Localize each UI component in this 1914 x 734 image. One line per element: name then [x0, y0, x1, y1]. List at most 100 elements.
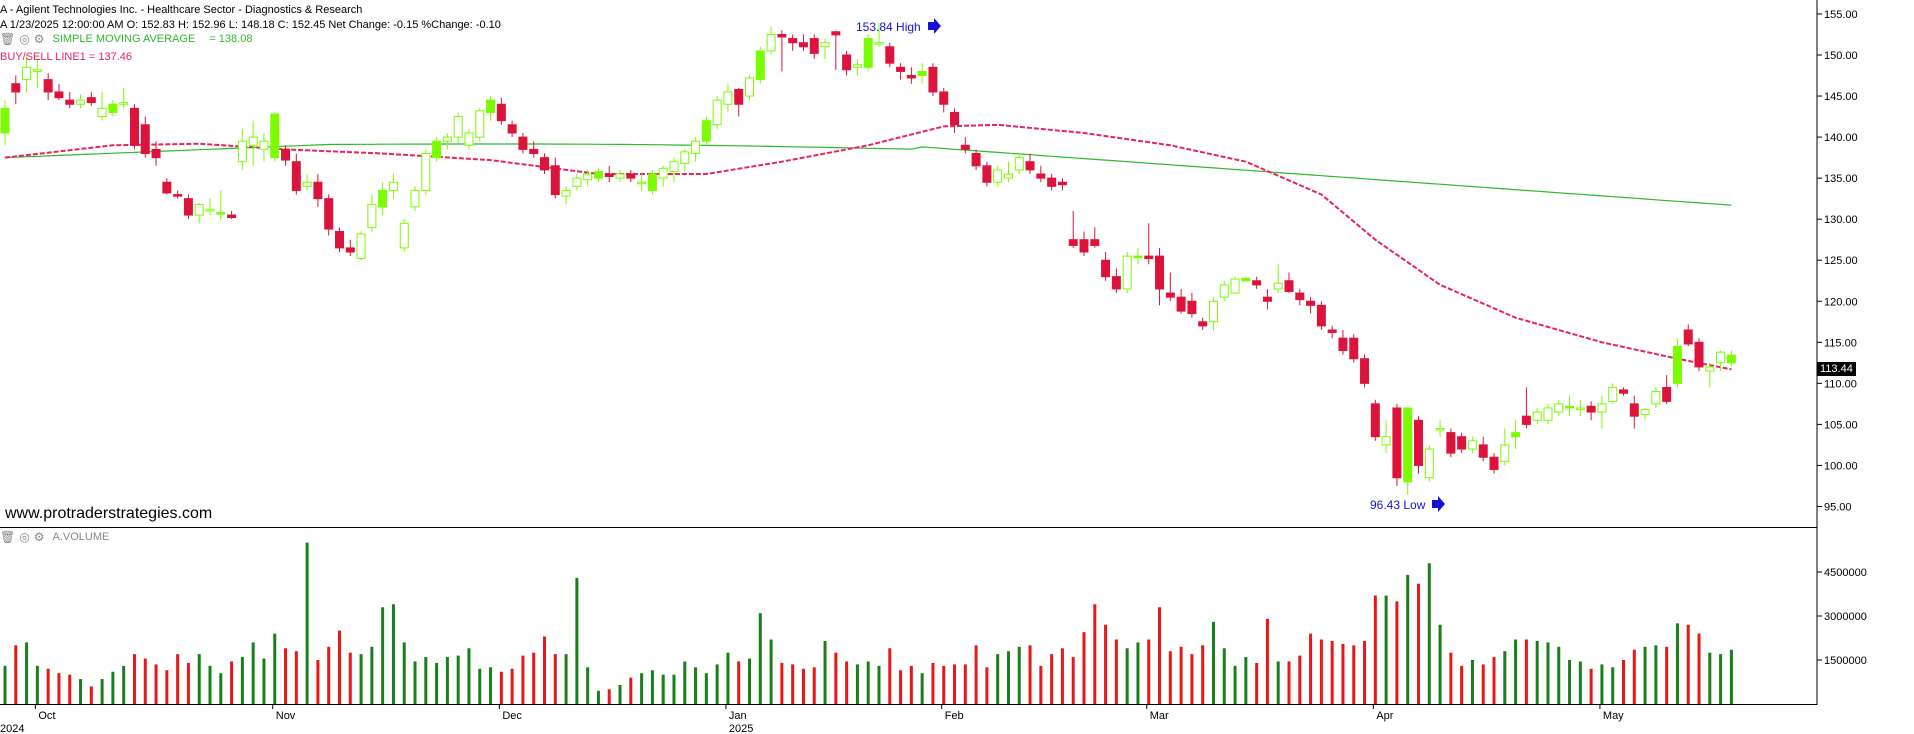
sma-legend-row: 🗑︎ ◎ ⚙ SIMPLE MOVING AVERAGE = 138.08: [0, 33, 252, 45]
candle-body: [183, 198, 193, 216]
candle-body: [1554, 403, 1564, 413]
candle-body: [453, 116, 463, 138]
candle-body: [270, 113, 280, 159]
candle-body: [658, 167, 668, 179]
candle-body: [345, 247, 355, 253]
candle-body: [1316, 304, 1326, 327]
buysell-legend: BUY/SELL LINE1 = 137.46: [0, 51, 132, 63]
candle-body: [982, 165, 992, 183]
candle-body: [237, 140, 247, 163]
candle-body: [669, 161, 679, 173]
ohlc-readout: A 1/23/2025 12:00:00 AM O: 152.83 H: 152…: [0, 19, 501, 31]
volume-legend-label: A.VOLUME: [52, 531, 110, 543]
candle-body: [421, 153, 431, 191]
candle-body: [518, 136, 528, 150]
candle-body: [647, 173, 657, 191]
hide-eye-icon[interactable]: ◎: [19, 32, 30, 46]
candle-body: [216, 212, 226, 215]
candle-body: [1662, 386, 1672, 402]
candle-body: [1575, 407, 1585, 411]
candle-body: [1338, 337, 1348, 352]
candle-body: [852, 64, 862, 68]
chart-title: A - Agilent Technologies Inc. - Healthca…: [0, 4, 363, 16]
price-tick-label: 120.00: [1824, 296, 1858, 308]
candle-body: [227, 214, 237, 219]
time-tick-label: Jan: [729, 710, 747, 722]
time-axis-ticks: Oct Nov Dec Jan Feb Mar Apr May 2024 2025: [0, 704, 1624, 734]
candle-body: [1327, 329, 1337, 333]
candle-body: [442, 136, 452, 142]
settings-gear-icon[interactable]: ⚙: [33, 32, 45, 46]
candle-body: [615, 173, 625, 179]
hide-eye-icon[interactable]: ◎: [19, 530, 30, 544]
candle-body: [540, 157, 549, 171]
sma-line-group: [4, 143, 1732, 206]
trash-icon[interactable]: 🗑︎: [0, 530, 16, 544]
volume-axis-ticks: 1500000 3000000 4500000: [1817, 567, 1867, 667]
candle-body: [701, 120, 711, 142]
candle-body: [745, 77, 755, 97]
candle-body: [863, 38, 873, 68]
candle-body: [1392, 407, 1402, 479]
price-tick-label: 105.00: [1824, 419, 1858, 431]
candle-body: [1047, 177, 1057, 187]
candle-body: [896, 66, 906, 72]
candle-body: [334, 230, 344, 249]
candle-body: [1273, 282, 1283, 290]
candle-body: [367, 203, 377, 228]
candle-body: [1144, 255, 1154, 260]
candle-body: [475, 110, 485, 138]
candle-body: [0, 107, 10, 134]
time-tick-label: Dec: [502, 710, 522, 722]
candlesticks: [0, 23, 1736, 495]
candle-body: [1511, 432, 1521, 438]
candle-body: [593, 171, 603, 179]
candle-body: [399, 222, 409, 249]
candle-body: [1619, 389, 1628, 394]
candle-body: [604, 173, 614, 177]
candle-body: [65, 99, 75, 105]
candle-body: [1521, 415, 1531, 425]
low-annotation: 96.43 Low: [1370, 498, 1426, 512]
candle-body: [356, 233, 366, 260]
price-tick-label: 115.00: [1824, 337, 1857, 349]
candle-body: [1349, 337, 1359, 360]
candle-body: [820, 42, 830, 48]
price-tick-label: 100.00: [1824, 460, 1858, 472]
time-tick-label: Oct: [38, 710, 55, 722]
trash-icon[interactable]: 🗑︎: [0, 32, 16, 46]
candle-body: [842, 54, 852, 71]
candle-body: [1198, 321, 1208, 327]
candle-body: [798, 42, 808, 48]
high-annotation: 153.84 High: [856, 20, 921, 34]
candle-body: [86, 97, 96, 104]
candle-body: [1705, 366, 1715, 372]
candle-body: [1413, 419, 1423, 466]
candle-body: [486, 99, 496, 113]
settings-gear-icon[interactable]: ⚙: [33, 530, 45, 544]
candle-body: [1672, 345, 1682, 384]
candle-body: [194, 203, 204, 216]
candle-body: [1133, 255, 1143, 259]
low-arrow-icon: [1432, 496, 1445, 512]
candle-body: [960, 144, 970, 150]
candle-body: [1176, 296, 1186, 312]
time-tick-label: Feb: [945, 710, 964, 722]
candle-body: [507, 124, 517, 134]
price-tick-label: 145.00: [1824, 91, 1858, 103]
candle-body: [281, 148, 291, 161]
candle-body: [173, 194, 183, 197]
candle-body: [928, 66, 938, 93]
sma-line: [4, 143, 1732, 206]
candle-body: [1295, 292, 1305, 301]
candle-body: [1306, 300, 1316, 306]
candle-body: [324, 198, 334, 230]
last-price-tag: 113.44: [1817, 362, 1856, 376]
time-tick-label: Nov: [276, 710, 296, 722]
candle-body: [1068, 239, 1078, 246]
candle-body: [1208, 300, 1218, 323]
candle-body: [119, 102, 129, 105]
volume-legend-row: 🗑︎ ◎ ⚙ A.VOLUME: [0, 531, 109, 543]
candle-body: [723, 91, 733, 105]
price-tick-label: 110.00: [1824, 378, 1857, 390]
